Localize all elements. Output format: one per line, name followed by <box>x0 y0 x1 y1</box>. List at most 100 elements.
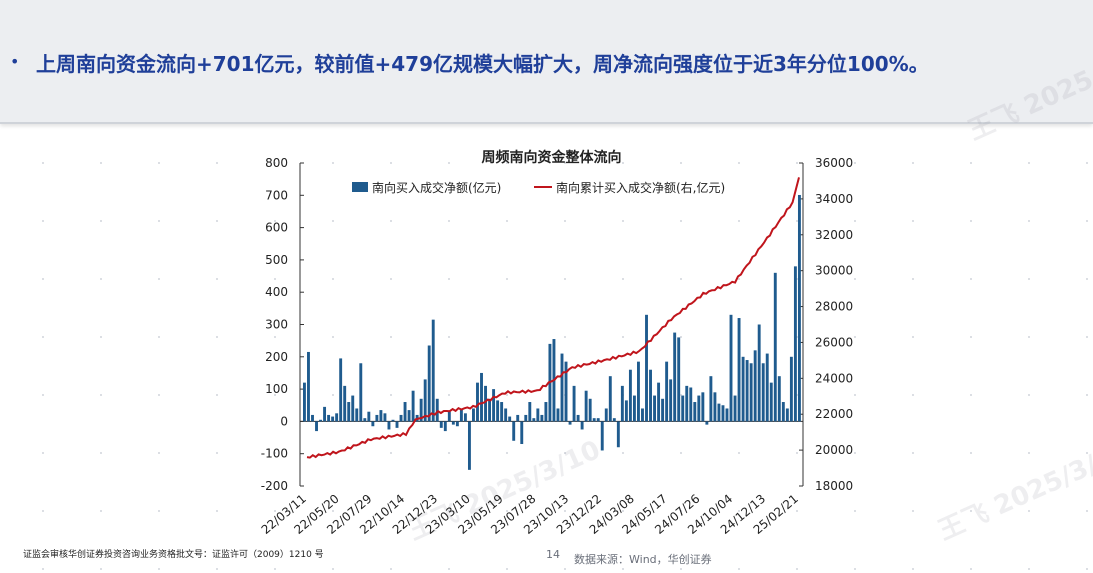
bar <box>592 418 596 422</box>
bar <box>395 421 399 428</box>
bar <box>343 385 347 422</box>
bar <box>427 345 431 422</box>
bar <box>439 421 443 428</box>
legend-bar-swatch <box>352 182 368 192</box>
bar <box>512 421 516 441</box>
bar <box>331 416 335 422</box>
bar <box>789 356 793 422</box>
right-tick-label: 24000 <box>815 371 853 385</box>
bar <box>641 408 644 422</box>
bar <box>399 414 403 422</box>
bar <box>339 358 343 422</box>
bar <box>665 361 669 422</box>
bar <box>455 421 459 427</box>
bar <box>677 337 681 422</box>
bar <box>624 400 628 422</box>
bar <box>689 387 693 422</box>
bullet-point: • <box>10 52 20 71</box>
bar <box>387 421 391 430</box>
bar <box>749 363 753 422</box>
bar <box>307 351 310 422</box>
bar <box>351 395 355 422</box>
bar <box>681 395 685 422</box>
bar <box>580 421 584 430</box>
cumulative-line <box>306 177 800 459</box>
bar <box>335 413 339 422</box>
bar <box>431 319 435 422</box>
left-tick-label: 300 <box>265 318 288 332</box>
bar <box>765 353 769 422</box>
bar <box>315 421 318 432</box>
bar <box>620 385 624 422</box>
bar <box>303 382 306 422</box>
bar <box>693 402 697 422</box>
data-source: 数据来源：Wind，华创证券 <box>574 553 712 566</box>
bar <box>596 418 600 422</box>
bar <box>447 411 451 422</box>
bar <box>709 376 713 422</box>
bar <box>761 363 765 422</box>
bar <box>379 410 383 422</box>
bar <box>520 421 524 445</box>
bar <box>524 414 528 422</box>
bar <box>480 372 483 422</box>
bar <box>600 421 604 451</box>
bar <box>797 194 801 422</box>
left-tick-label: 0 <box>280 414 288 428</box>
bar <box>773 272 777 422</box>
bar <box>472 408 475 422</box>
bar <box>371 421 375 427</box>
right-tick-label: 36000 <box>815 156 853 170</box>
bar <box>500 402 504 422</box>
right-tick-label: 30000 <box>815 264 853 278</box>
bar <box>757 324 761 422</box>
bar <box>459 408 463 422</box>
left-tick-label: -200 <box>261 479 288 493</box>
bar <box>532 418 536 422</box>
bar <box>612 418 616 422</box>
bar <box>725 408 729 422</box>
bar <box>568 421 572 425</box>
bar <box>769 382 773 422</box>
bar <box>576 414 580 422</box>
left-tick-label: 800 <box>265 156 288 170</box>
bar <box>733 395 737 422</box>
right-tick-label: 34000 <box>815 192 853 206</box>
bar <box>785 408 789 422</box>
bar <box>608 376 612 422</box>
legend-line-label: 南向累计买入成交净额(右,亿元) <box>556 180 725 195</box>
left-tick-label: 100 <box>265 382 288 396</box>
bar <box>504 408 508 422</box>
bar <box>528 402 532 422</box>
right-tick-label: 18000 <box>815 479 853 493</box>
header-banner: • 上周南向资金流向+701亿元，较前值+479亿规模大幅扩大，周净流向强度位于… <box>0 0 1093 124</box>
bar <box>363 418 367 422</box>
bar <box>484 385 487 422</box>
bar <box>588 398 592 422</box>
bar <box>311 414 314 422</box>
bar <box>685 385 689 422</box>
bar <box>713 392 717 422</box>
bar <box>419 398 423 422</box>
bar <box>359 363 363 422</box>
bar <box>496 400 500 422</box>
left-tick-label: 600 <box>265 221 288 235</box>
left-tick-label: 200 <box>265 350 288 364</box>
page-number: 14 <box>546 548 560 561</box>
chart-title: 周频南向资金整体流向 <box>482 149 622 166</box>
bar <box>616 421 620 448</box>
bar <box>793 266 797 422</box>
bar <box>347 402 351 422</box>
bar <box>403 402 407 422</box>
bar <box>753 350 757 422</box>
bar <box>516 414 520 422</box>
left-tick-label: 400 <box>265 285 288 299</box>
bar <box>463 413 467 422</box>
bar <box>544 402 548 422</box>
bar <box>745 360 749 422</box>
left-tick-label: -100 <box>261 447 288 461</box>
bar <box>649 369 652 422</box>
right-tick-label: 26000 <box>815 335 853 349</box>
footer-license: 证监会审核华创证券投资咨询业务资格批文号：证监许可（2009）1210 号 <box>23 550 324 560</box>
